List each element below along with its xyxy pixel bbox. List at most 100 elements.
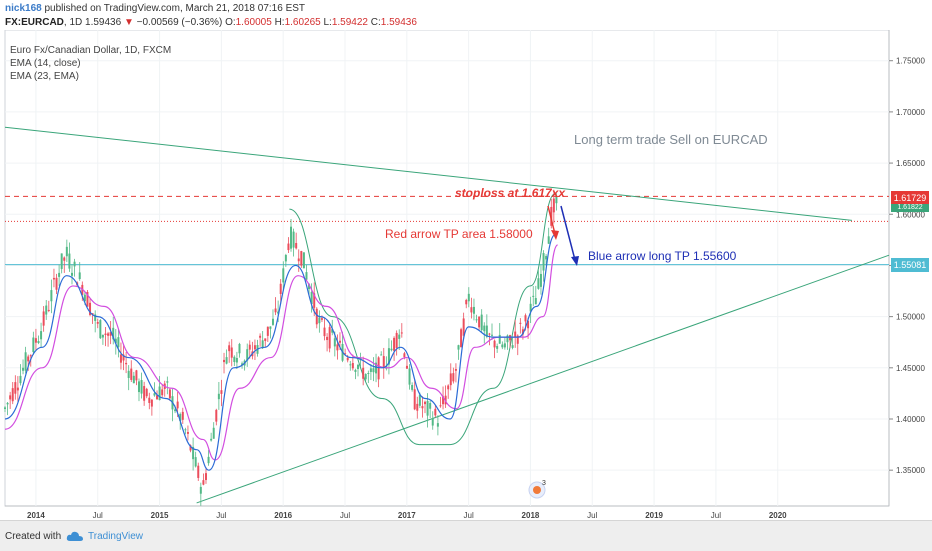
candle-body: [89, 302, 92, 315]
candle-body: [168, 389, 171, 399]
candle-body: [375, 362, 378, 374]
x-tick-label-2: 2015: [151, 511, 169, 520]
candle-body: [331, 329, 334, 333]
candle-body: [328, 327, 331, 349]
candle-body: [192, 446, 195, 460]
candle-body: [22, 367, 25, 371]
candle-body: [50, 290, 53, 302]
legend-ema14[interactable]: EMA (14, close): [10, 58, 81, 69]
candle-body: [367, 372, 370, 374]
ema14-line: [4, 234, 556, 471]
candle-body: [387, 348, 390, 365]
candle-body: [418, 394, 421, 406]
candle-body: [132, 375, 135, 384]
candle-body: [14, 382, 17, 394]
candle-body: [259, 335, 262, 338]
ema23-line: [4, 244, 559, 461]
candle-body: [241, 363, 244, 365]
l-label: L:: [323, 17, 332, 28]
candle-body: [372, 368, 375, 373]
trend-line-1: [196, 254, 890, 504]
candle-body: [215, 409, 218, 422]
candle-body: [382, 356, 385, 368]
x-tick-label-3: Jul: [216, 511, 226, 520]
candle-body: [125, 362, 128, 365]
author-link[interactable]: nick168: [5, 3, 42, 14]
x-tick-label-1: Jul: [93, 511, 103, 520]
candle-body: [529, 303, 532, 312]
candle-body: [315, 308, 318, 325]
x-tick-label-8: 2018: [522, 511, 540, 520]
candle-body: [58, 272, 61, 277]
candle-body: [491, 334, 494, 336]
candle-body: [478, 316, 481, 328]
candle-body: [246, 349, 249, 361]
legend-ema23[interactable]: EMA (23, EMA): [10, 71, 79, 82]
last-price: 1.59436: [85, 17, 122, 28]
ohlc-line: FX:EURCAD, 1D 1.59436 ▼ −0.00569 (−0.36%…: [5, 17, 417, 28]
candle-body: [393, 337, 396, 351]
candle-body: [202, 480, 205, 485]
candle-body: [235, 357, 238, 363]
candle-body: [225, 357, 228, 364]
candle-body: [362, 367, 365, 379]
candle-body: [485, 325, 488, 337]
candle-body: [47, 309, 50, 311]
candle-body: [210, 438, 213, 441]
candle-body: [290, 226, 293, 249]
candle-body: [42, 311, 45, 326]
candle-body: [176, 401, 179, 409]
candle-body: [109, 332, 112, 336]
publish-info: published on TradingView.com, March 21, …: [44, 3, 306, 14]
candle-body: [460, 329, 463, 348]
candle-body: [94, 314, 97, 321]
timeframe-label: 1D: [69, 17, 83, 28]
cloud-logo-icon: [66, 531, 83, 541]
candle-body: [37, 341, 40, 343]
trend-line-0: [4, 126, 852, 221]
tradingview-brand-link[interactable]: TradingView: [88, 531, 144, 542]
candle-body: [282, 268, 285, 283]
candle-body: [457, 345, 460, 350]
candle-body: [29, 355, 32, 357]
y-tick-label-3: 1.60000: [896, 210, 925, 219]
candle-body: [496, 345, 499, 349]
candle-body: [189, 445, 192, 451]
h-label: H:: [274, 17, 285, 28]
red-tp-annotation: Red arrow TP area 1.58000: [385, 227, 533, 241]
candle-body: [228, 345, 231, 352]
legend-title: Euro Fx/Canadian Dollar, 1D, FXCM: [10, 45, 172, 56]
candle-body: [279, 283, 282, 294]
x-tick-label-0: 2014: [27, 511, 45, 520]
candle-body: [413, 389, 416, 410]
candle-body: [153, 393, 156, 396]
candle-body: [354, 369, 357, 372]
candle-body: [233, 356, 236, 363]
candle-body: [444, 395, 447, 405]
y-tick-label-7: 1.40000: [896, 415, 925, 424]
candle-body: [403, 353, 406, 358]
candle-body: [295, 242, 298, 249]
price-chart[interactable]: 1.750001.700001.650001.600001.550001.500…: [0, 30, 932, 520]
candle-body: [377, 357, 380, 380]
symbol-label[interactable]: FX:EURCAD: [5, 17, 64, 28]
candle-body: [390, 348, 393, 351]
candle-body: [70, 272, 73, 276]
candle-body: [297, 258, 300, 262]
chart-legend: Euro Fx/Canadian Dollar, 1D, FXCM EMA (1…: [10, 44, 171, 83]
candle-body: [524, 315, 527, 322]
candle-body: [174, 409, 177, 412]
candle-body: [470, 307, 473, 313]
candle-body: [24, 352, 27, 371]
candle-body: [424, 401, 427, 405]
candle-body: [197, 465, 200, 478]
candle-body: [547, 236, 550, 244]
candle-body: [400, 332, 403, 334]
candle-body: [184, 429, 187, 431]
y-tick-label-8: 1.35000: [896, 466, 925, 475]
candle-body: [96, 321, 99, 324]
candle-body: [199, 486, 202, 494]
candle-body: [426, 400, 429, 416]
price-change: −0.00569 (−0.36%): [136, 17, 223, 28]
candle-body: [323, 327, 326, 337]
